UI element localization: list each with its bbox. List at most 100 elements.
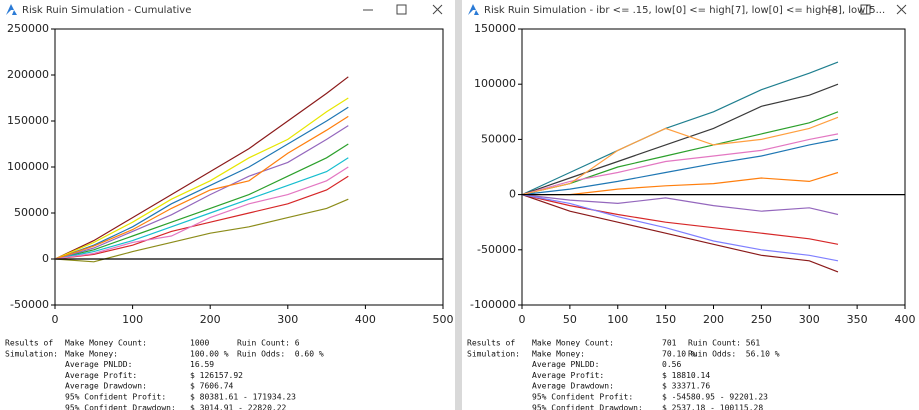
series-line — [55, 76, 349, 260]
window-gap — [455, 0, 462, 410]
series-line — [522, 61, 839, 196]
result-label: Make Money Count: — [65, 339, 147, 348]
series-group — [522, 61, 839, 273]
series-line — [55, 166, 349, 260]
result-label: Average Profit: — [65, 371, 137, 380]
x-tick-label: 0 — [519, 313, 526, 326]
x-tick-label: 300 — [799, 313, 820, 326]
y-tick-label: 100000 — [7, 160, 49, 173]
x-tick-label: 50 — [563, 313, 577, 326]
y-tick-label: -50000 — [477, 243, 516, 256]
window-title: Risk Ruin Simulation - Cumulative — [22, 5, 191, 16]
result-side: Ruin Odds: 0.60 % — [237, 349, 324, 358]
result-label: Average Drawdown: — [532, 382, 614, 391]
results-heading: Results of — [467, 339, 515, 348]
result-label: Make Money Count: — [532, 339, 614, 348]
result-value: $ 3014.91 - 22820.22 — [190, 403, 287, 410]
result-value: $ 80381.61 - 171934.23 — [190, 393, 296, 402]
title-bar — [0, 0, 455, 20]
close-button[interactable] — [896, 4, 907, 15]
close-button[interactable] — [432, 4, 443, 15]
y-tick-label: -100000 — [470, 298, 516, 311]
x-tick-label: 400 — [895, 313, 916, 326]
window: Risk Ruin Simulation - ibr <= .15, low[0… — [462, 0, 919, 410]
x-tick-label: 250 — [751, 313, 772, 326]
y-tick-label: 50000 — [481, 132, 516, 145]
y-tick-label: 50000 — [14, 206, 49, 219]
series-line — [522, 171, 839, 196]
series-line — [55, 125, 349, 260]
y-tick-label: 200000 — [7, 68, 49, 81]
result-value: 1000 — [190, 339, 209, 348]
result-label: Make Money: — [532, 349, 585, 358]
result-label: Average Profit: — [532, 371, 604, 380]
window-title: Risk Ruin Simulation - ibr <= .15, low[0… — [484, 5, 885, 16]
series-line — [55, 115, 349, 260]
window: Risk Ruin Simulation - Cumulative-500000… — [0, 0, 455, 410]
result-label: Average PNLDD: — [532, 360, 599, 369]
results-heading: Results of — [5, 339, 53, 348]
result-value: $ 126157.92 — [190, 371, 243, 380]
x-tick-label: 200 — [200, 313, 221, 326]
y-tick-label: 150000 — [7, 114, 49, 127]
title-bar — [462, 0, 919, 20]
y-tick-label: 0 — [509, 188, 516, 201]
series-line — [522, 116, 839, 196]
series-line — [55, 157, 349, 260]
result-side: Ruin Odds: 56.10 % — [688, 349, 780, 358]
result-label: Average Drawdown: — [65, 382, 147, 391]
result-value: 701 — [662, 339, 677, 348]
app-icon — [468, 4, 479, 15]
x-tick-label: 500 — [433, 313, 454, 326]
series-line — [522, 111, 839, 196]
series-line — [522, 194, 839, 262]
x-tick-label: 100 — [122, 313, 143, 326]
series-group — [55, 76, 349, 263]
results-heading: Simulation: — [5, 349, 58, 358]
result-side: Ruin Count: 561 — [688, 339, 760, 348]
series-line — [522, 194, 839, 273]
results-heading: Simulation: — [467, 349, 520, 358]
result-label: Average PNLDD: — [65, 360, 132, 369]
result-value: $ 2537.18 - 100115.28 — [662, 403, 763, 410]
y-tick-label: 0 — [42, 252, 49, 265]
maximize-button[interactable] — [396, 4, 407, 15]
series-line — [522, 194, 839, 216]
result-value: $ -54580.95 - 92201.23 — [662, 393, 768, 402]
series-line — [55, 97, 349, 260]
x-tick-label: 350 — [847, 313, 868, 326]
result-label: Make Money: — [65, 349, 118, 358]
series-line — [522, 194, 839, 245]
series-line — [522, 138, 839, 196]
result-value: $ 33371.76 — [662, 382, 710, 391]
plot-area — [521, 28, 906, 306]
x-tick-label: 300 — [277, 313, 298, 326]
result-label: 95% Confident Profit: — [65, 393, 166, 402]
result-label: 95% Confident Profit: — [532, 393, 633, 402]
x-tick-label: 100 — [607, 313, 628, 326]
y-tick-label: 150000 — [474, 22, 516, 35]
x-tick-label: 0 — [52, 313, 59, 326]
result-value: $ 18810.14 — [662, 371, 710, 380]
result-value: $ 7606.74 — [190, 382, 234, 391]
maximize-button[interactable] — [860, 4, 871, 15]
y-tick-label: 100000 — [474, 77, 516, 90]
x-tick-label: 400 — [355, 313, 376, 326]
result-value: 0.56 — [662, 360, 681, 369]
app-icon — [6, 4, 17, 15]
result-label: 95% Confident Drawdown: — [532, 403, 643, 410]
series-line — [522, 133, 839, 196]
series-line — [55, 143, 349, 260]
x-tick-label: 150 — [655, 313, 676, 326]
series-line — [55, 106, 349, 260]
x-tick-label: 200 — [703, 313, 724, 326]
series-line — [55, 175, 349, 260]
result-value: 100.00 % — [190, 349, 229, 358]
y-tick-label: -50000 — [10, 298, 49, 311]
result-label: 95% Confident Drawdown: — [65, 403, 176, 410]
result-value: 16.59 — [190, 360, 214, 369]
result-side: Ruin Count: 6 — [237, 339, 300, 348]
result-value: 70.10 % — [662, 349, 696, 358]
y-tick-label: 250000 — [7, 22, 49, 35]
